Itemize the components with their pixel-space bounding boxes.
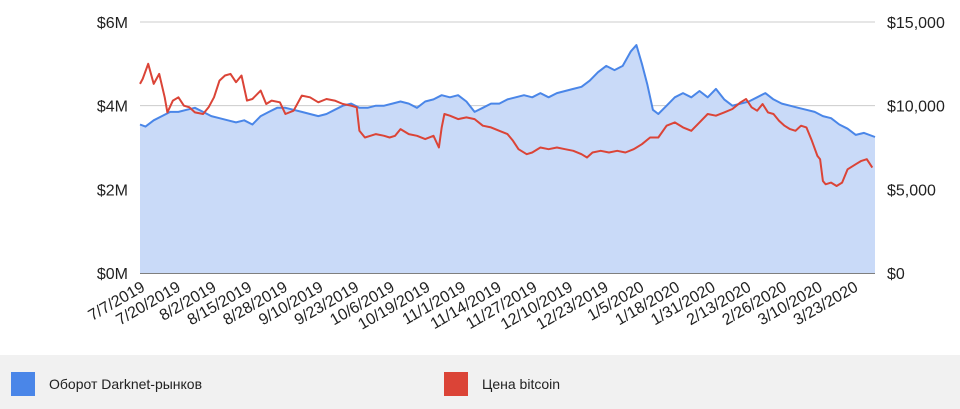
legend-swatch-bitcoin xyxy=(444,372,468,396)
legend: Оборот Darknet-рынков Цена bitcoin xyxy=(0,355,960,409)
y-tick-label-left: $2M xyxy=(97,182,128,199)
darknet-turnover-area xyxy=(140,45,875,273)
legend-item-bitcoin[interactable]: Цена bitcoin xyxy=(444,372,560,396)
bitcoin-price-line xyxy=(139,62,874,187)
chart-area: $0M $2M $4M $6M $0 $5,000 $10,000 $15,000 7/7/… xyxy=(85,15,945,334)
y-tick-label-left: $4M xyxy=(97,99,128,116)
legend-label-bitcoin: Цена bitcoin xyxy=(482,376,561,392)
legend-swatch-darknet xyxy=(11,372,35,396)
y-tick-label-right: $15,000 xyxy=(887,15,945,32)
y-tick-label-left: $6M xyxy=(97,15,128,32)
y-tick-label-right: $10,000 xyxy=(887,99,945,116)
y-tick-label-right: $0 xyxy=(887,266,905,283)
y-tick-label-left: $0M xyxy=(97,266,128,283)
legend-item-darknet[interactable]: Оборот Darknet-рынков xyxy=(11,372,202,396)
legend-label-darknet: Оборот Darknet-рынков xyxy=(49,376,203,392)
y-tick-label-right: $5,000 xyxy=(887,182,936,199)
chart-svg: $0M$2M$4M$6M $0$5,000$10,000$15,000 7/7/… xyxy=(86,15,945,334)
